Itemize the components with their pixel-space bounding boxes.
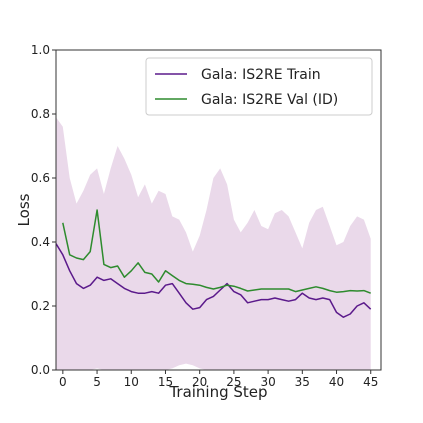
legend-label-train: Gala: IS2RE Train — [201, 67, 321, 83]
legend: Gala: IS2RE Train Gala: IS2RE Val (ID) — [145, 57, 373, 116]
y-axis-label: Loss — [15, 193, 33, 226]
y-tick-label: 0.8 — [31, 107, 50, 121]
y-tick-label: 1.0 — [31, 43, 50, 57]
y-tick-label: 0.0 — [31, 363, 50, 377]
x-tick-label: 40 — [329, 375, 344, 389]
x-tick-label: 35 — [295, 375, 310, 389]
x-tick-label: 30 — [260, 375, 275, 389]
y-tick-label: 0.2 — [31, 299, 50, 313]
axes-frame — [55, 49, 382, 371]
y-tick-label: 0.4 — [31, 235, 50, 249]
y-tick-label: 0.6 — [31, 171, 50, 185]
axes: 0 5 10 15 20 25 30 35 40 45 0.0 0.2 0.4 0.6 0.8 1.0 — [31, 43, 382, 389]
x-tick-label: 10 — [124, 375, 139, 389]
x-tick-label: 45 — [363, 375, 378, 389]
x-tick-label: 20 — [192, 375, 207, 389]
series-line-1 — [62, 209, 371, 294]
x-tick-label: 25 — [226, 375, 241, 389]
legend-label-val: Gala: IS2RE Val (ID) — [201, 92, 338, 108]
x-axis-label: Training Step — [168, 383, 267, 401]
legend-box — [145, 57, 373, 116]
series-line-0 — [55, 243, 372, 318]
uncertainty-band — [56, 117, 371, 370]
x-tick-label: 5 — [93, 375, 101, 389]
plot-area — [55, 117, 372, 370]
x-tick-label: 15 — [158, 375, 173, 389]
x-tick-label: 0 — [59, 375, 67, 389]
